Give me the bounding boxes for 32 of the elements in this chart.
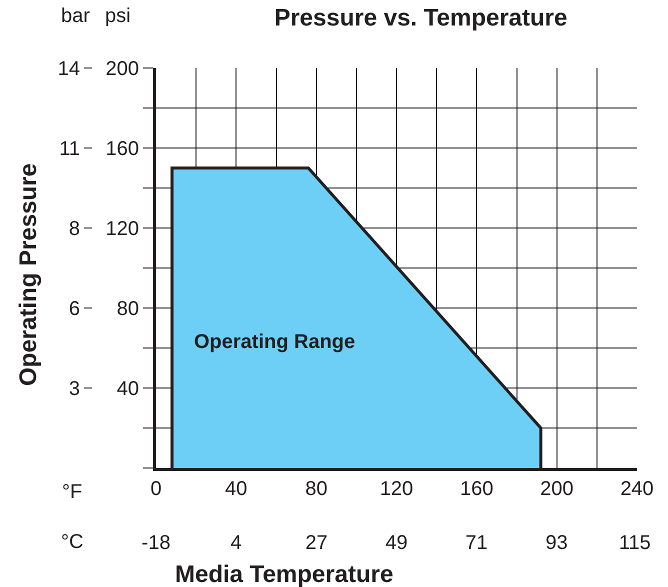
x-tick-label: 40 [225, 478, 248, 500]
y-tick-label: 160 [106, 138, 139, 160]
y2-tick-label: 3 [68, 378, 80, 400]
y-tick-label: 200 [106, 58, 139, 80]
y2-tick-label: 14 [58, 58, 80, 80]
text: °C [61, 531, 84, 553]
y2-tick-label: 6 [68, 298, 80, 320]
x2-tick-label: 27 [305, 532, 328, 554]
chart-title: Pressure vs. Temperature [274, 4, 568, 32]
text: bar [61, 5, 90, 27]
x-axis-title: Media Temperature [175, 561, 394, 587]
x-tick-label: 80 [305, 478, 328, 500]
x-tick-label: 240 [620, 478, 654, 500]
text: °F [62, 481, 82, 503]
text: psi [105, 5, 131, 27]
x2-tick-label: 49 [385, 532, 408, 554]
annotation: Operating Range [194, 331, 356, 353]
x2-tick-label: -18 [142, 532, 170, 554]
x2-tick-label: 93 [545, 532, 568, 554]
x-tick-label: 120 [380, 478, 414, 500]
x2-tick-label: 4 [230, 532, 242, 554]
x-tick-label: 200 [540, 478, 574, 500]
x-tick-label: 160 [460, 478, 494, 500]
y-tick-label: 120 [106, 218, 139, 240]
x2-tick-label: 115 [618, 532, 651, 554]
y2-axis-title: Operating Pressure [15, 163, 42, 386]
y2-tick-label: 8 [68, 218, 80, 240]
x2-tick-label: 71 [465, 532, 488, 554]
y-tick-label: 40 [116, 378, 139, 400]
x-tick-label: 0 [150, 478, 162, 500]
y2-tick-label: 11 [59, 138, 80, 160]
y-tick-label: 80 [116, 298, 139, 320]
